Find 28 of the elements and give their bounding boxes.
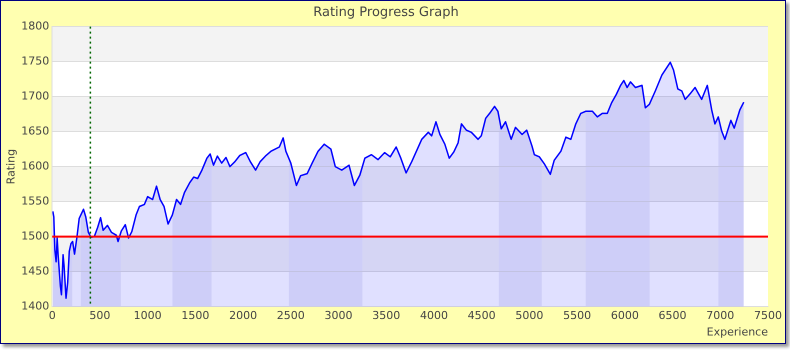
x-tick-label: 7500	[754, 309, 782, 322]
x-tick-label: 4500	[468, 309, 496, 322]
y-tick-label: 1500	[21, 229, 50, 242]
x-tick-label: 3500	[372, 309, 400, 322]
x-tick-label: 4000	[420, 309, 448, 322]
y-tick-label: 1700	[21, 89, 50, 102]
x-tick-label: 1000	[134, 309, 162, 322]
x-tick-label: 6000	[610, 309, 639, 322]
x-tick-label: 7000	[706, 309, 734, 322]
x-tick-label: 6500	[658, 309, 687, 322]
y-tick-label: 1800	[21, 19, 50, 32]
y-tick-label: 1600	[21, 159, 50, 172]
x-tick-label: 2000	[229, 309, 258, 322]
x-tick-label: 500	[89, 309, 110, 322]
x-tick-label: 5000	[515, 309, 544, 322]
y-tick-label: 1650	[21, 124, 50, 138]
chart-title: Rating Progress Graph	[313, 5, 459, 20]
x-tick-label: 5500	[563, 309, 592, 322]
y-tick-label: 1400	[21, 299, 50, 312]
y-axis-title: Rating	[4, 148, 18, 184]
x-tick-label: 3000	[324, 309, 353, 322]
x-axis-title: Experience	[706, 325, 768, 338]
x-tick-label: 0	[48, 309, 56, 322]
y-tick-label: 1550	[21, 194, 50, 208]
y-tick-label: 1750	[21, 54, 50, 68]
x-tick-label: 1500	[181, 309, 210, 322]
y-tick-label: 1450	[21, 264, 50, 278]
x-tick-label: 2500	[276, 309, 305, 322]
